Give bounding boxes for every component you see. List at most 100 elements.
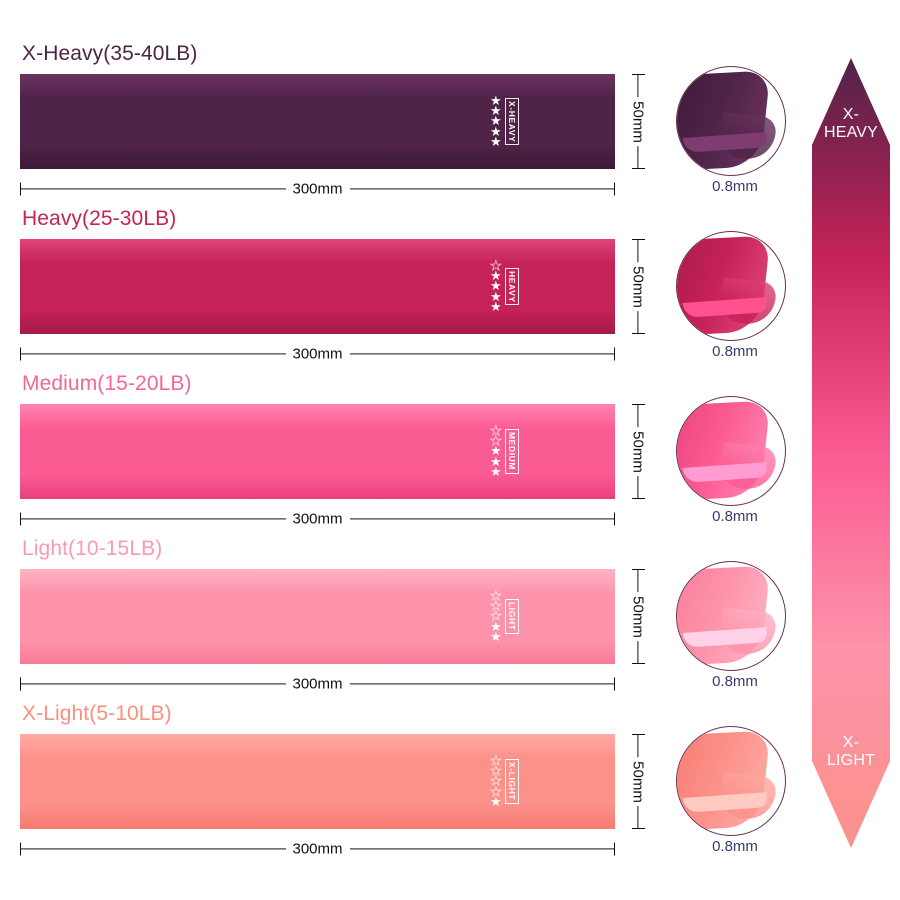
dimension-cap-left (20, 842, 22, 856)
band-title: Medium(15-20LB) (22, 372, 192, 395)
height-dimension-label: 50mm (629, 261, 647, 312)
thickness-label: 0.8mm (712, 508, 758, 525)
height-dimension-label: 50mm (629, 756, 647, 807)
star-icon-filled: ★ (490, 628, 502, 644)
band-strip: ★ ★ ★ ★ ★ LIGHT (20, 569, 615, 664)
height-dimension-label: 50mm (629, 426, 647, 477)
width-dimension: 300mm (20, 510, 615, 528)
height-dimension: 50mm (625, 74, 651, 169)
star-icon-empty: ★ (490, 258, 503, 274)
height-dimension: 50mm (625, 569, 651, 664)
width-dimension-label: 300mm (285, 180, 350, 198)
star-icon-filled: ★ (490, 123, 502, 139)
scale-arrow-top-label: X- HEAVY (812, 106, 890, 142)
band-strip: ★ ★ ★ ★ ★ X-HEAVY (20, 74, 615, 169)
thickness-zoom-circle (676, 726, 786, 836)
star-icon-filled: ★ (490, 133, 502, 149)
band-title: X-Heavy(35-40LB) (22, 42, 198, 65)
scale-arrow-bottom-label-line2: LIGHT (826, 752, 876, 770)
band-strip: ★ ★ ★ ★ ★ MEDIUM (20, 404, 615, 499)
band-strip: ★ ★ ★ ★ ★ X-LIGHT (20, 734, 615, 829)
band-badge: ★ ★ ★ ★ ★ X-LIGHT (490, 743, 520, 821)
star-icon-empty: ★ (490, 588, 503, 604)
scale-arrow-top-label-line2: HEAVY (823, 123, 879, 141)
band-tag-label: HEAVY (504, 267, 520, 306)
star-rating: ★ ★ ★ ★ ★ (490, 588, 503, 644)
dimension-cap-left (20, 347, 22, 361)
star-icon-empty: ★ (490, 753, 503, 769)
width-dimension-label: 300mm (285, 510, 350, 528)
thickness-label: 0.8mm (712, 838, 758, 855)
thickness-detail: 0.8mm (660, 54, 810, 219)
band-tag-label: LIGHT (504, 599, 520, 634)
star-icon-empty: ★ (490, 783, 503, 799)
thickness-zoom-circle (676, 66, 786, 176)
dimension-cap-right (613, 182, 615, 196)
star-icon-filled: ★ (490, 103, 502, 119)
band-row: X-Light(5-10LB) ★ ★ ★ ★ ★ X-LIGHT 50mm 300mm (0, 702, 660, 867)
star-icon-filled: ★ (490, 288, 502, 304)
star-rating: ★ ★ ★ ★ ★ (490, 753, 503, 809)
height-dimension-label: 50mm (629, 96, 647, 147)
star-icon-filled: ★ (490, 443, 502, 459)
width-dimension: 300mm (20, 180, 615, 198)
star-icon-filled: ★ (490, 793, 502, 809)
star-icon-empty: ★ (490, 608, 503, 624)
dimension-cap-right (613, 842, 615, 856)
height-dimension: 50mm (625, 734, 651, 829)
scale-arrow-bottom-label-line1: X- (842, 734, 860, 752)
width-dimension: 300mm (20, 675, 615, 693)
thickness-label: 0.8mm (712, 343, 758, 360)
band-tag-label: MEDIUM (504, 429, 520, 474)
star-icon-filled: ★ (490, 298, 502, 314)
band-row: Heavy(25-30LB) ★ ★ ★ ★ ★ HEAVY 50mm 300mm (0, 207, 660, 372)
band-list: X-Heavy(35-40LB) ★ ★ ★ ★ ★ X-HEAVY 50mm 300mm Hea… (0, 42, 660, 867)
width-dimension: 300mm (20, 840, 615, 858)
thickness-zoom-circle (676, 561, 786, 671)
star-icon-filled: ★ (490, 278, 502, 294)
thickness-detail: 0.8mm (660, 714, 810, 879)
band-badge: ★ ★ ★ ★ ★ X-HEAVY (490, 83, 520, 161)
band-row: Light(10-15LB) ★ ★ ★ ★ ★ LIGHT 50mm 300mm (0, 537, 660, 702)
thickness-zoom-circle (676, 231, 786, 341)
star-icon-filled: ★ (490, 268, 502, 284)
star-icon-empty: ★ (490, 423, 503, 439)
thickness-zoom-circle (676, 396, 786, 506)
thickness-label: 0.8mm (712, 673, 758, 690)
band-title: X-Light(5-10LB) (22, 702, 172, 725)
thickness-detail-list: 0.8mm 0.8mm 0.8mm 0.8mm 0.8mm (660, 0, 810, 900)
star-rating: ★ ★ ★ ★ ★ (490, 258, 503, 314)
height-dimension: 50mm (625, 239, 651, 334)
dimension-cap-right (613, 347, 615, 361)
star-icon-empty: ★ (490, 773, 503, 789)
dimension-cap-right (613, 677, 615, 691)
star-rating: ★ ★ ★ ★ ★ (490, 423, 503, 479)
band-badge: ★ ★ ★ ★ ★ HEAVY (490, 248, 520, 326)
scale-arrow-bottom-label: X- LIGHT (812, 734, 890, 770)
height-dimension: 50mm (625, 404, 651, 499)
band-tag-label: X-LIGHT (504, 759, 520, 804)
star-rating: ★ ★ ★ ★ ★ (490, 94, 502, 149)
thickness-detail: 0.8mm (660, 549, 810, 714)
width-dimension-label: 300mm (285, 345, 350, 363)
height-dimension-label: 50mm (629, 591, 647, 642)
width-dimension: 300mm (20, 345, 615, 363)
band-badge: ★ ★ ★ ★ ★ LIGHT (490, 578, 520, 656)
band-row: X-Heavy(35-40LB) ★ ★ ★ ★ ★ X-HEAVY 50mm 300mm (0, 42, 660, 207)
scale-arrow-shape (812, 58, 890, 848)
star-icon-empty: ★ (490, 598, 503, 614)
resistance-scale-arrow: X- HEAVY X- LIGHT (812, 58, 890, 848)
thickness-detail: 0.8mm (660, 219, 810, 384)
star-icon-filled: ★ (490, 463, 502, 479)
dimension-cap-left (20, 512, 22, 526)
star-icon-empty: ★ (490, 433, 503, 449)
star-icon-filled: ★ (490, 618, 502, 634)
band-strip: ★ ★ ★ ★ ★ HEAVY (20, 239, 615, 334)
width-dimension-label: 300mm (285, 840, 350, 858)
star-icon-filled: ★ (490, 113, 502, 129)
dimension-cap-left (20, 677, 22, 691)
dimension-cap-left (20, 182, 22, 196)
width-dimension-label: 300mm (285, 675, 350, 693)
band-row: Medium(15-20LB) ★ ★ ★ ★ ★ MEDIUM 50mm 300mm (0, 372, 660, 537)
scale-arrow-top-label-line1: X- (842, 106, 860, 123)
